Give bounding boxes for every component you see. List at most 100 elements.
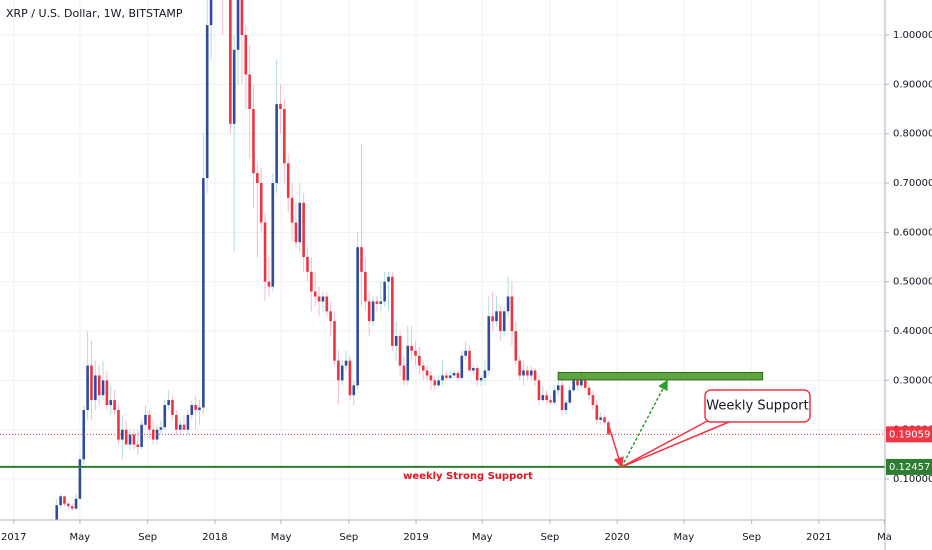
candle-body — [232, 49, 236, 124]
candle-body — [587, 387, 591, 396]
candle-body — [545, 395, 548, 401]
y-tick-label: 0.80000 — [893, 129, 932, 140]
plot-area: weekly Strong Support Weekly Support — [0, 0, 885, 520]
candle-body — [306, 257, 309, 272]
candle-body — [352, 385, 356, 396]
candle-body — [279, 104, 282, 110]
candle-body — [387, 276, 390, 282]
candle-body — [256, 173, 259, 184]
candle-body — [229, 0, 232, 124]
candle-body — [607, 422, 610, 435]
candle-body — [344, 360, 348, 366]
candle-body — [437, 380, 440, 386]
candle-body — [356, 247, 359, 386]
candle-body — [475, 368, 479, 381]
candle-body — [522, 370, 525, 376]
y-tick-label: 0.40000 — [893, 326, 932, 337]
candle-body — [124, 429, 128, 445]
candle-body — [302, 202, 305, 258]
candle-body — [518, 360, 521, 376]
candle-body — [317, 296, 321, 302]
axes: 0.100000.200000.300000.400000.500000.600… — [1, 30, 932, 543]
candle-body — [267, 281, 271, 287]
candle-body — [464, 350, 467, 356]
candle-body — [105, 380, 109, 406]
candle-body — [94, 375, 97, 401]
candle-body — [595, 405, 599, 420]
candle-body — [460, 355, 464, 378]
candle-body — [533, 370, 537, 381]
candle-body — [506, 296, 510, 312]
candle-body — [549, 400, 552, 403]
callout-pointer — [621, 417, 730, 468]
candle-body — [321, 296, 325, 302]
x-tick-label: Sep — [138, 532, 157, 543]
candle-body — [580, 380, 583, 386]
candle-body — [259, 183, 263, 223]
candle-body — [128, 434, 132, 445]
candle-body — [109, 400, 113, 406]
candle-body — [421, 365, 425, 371]
price-label: 0.19059 — [889, 429, 930, 440]
candle-body — [483, 370, 487, 378]
x-tick-label: Sep — [339, 532, 358, 543]
candle-body — [553, 390, 556, 403]
candle-body — [599, 417, 602, 420]
candle-body — [190, 405, 194, 415]
support-label: weekly Strong Support — [403, 471, 533, 482]
candle-body — [402, 365, 406, 381]
candle-body — [333, 321, 336, 361]
candle-body — [171, 400, 174, 415]
candle-body — [310, 271, 313, 292]
candle-body — [572, 380, 575, 391]
y-tick-label: 0.70000 — [893, 178, 932, 189]
candle-body — [117, 409, 120, 440]
x-tick-label: 2018 — [202, 532, 227, 543]
candle-body — [576, 380, 579, 386]
candle-body — [445, 375, 448, 378]
candle-body — [148, 414, 151, 430]
candle-body — [583, 380, 587, 388]
candle-body — [383, 281, 386, 302]
candle-body — [406, 345, 410, 381]
candle-body — [74, 498, 78, 509]
candle-body — [90, 365, 93, 401]
arrow — [607, 424, 624, 468]
candle-body — [491, 316, 494, 322]
y-tick-label: 0.50000 — [893, 277, 932, 288]
grid — [0, 0, 885, 520]
candle-body — [205, 25, 209, 179]
candle-body — [487, 316, 491, 371]
price-label-box — [886, 458, 932, 475]
x-tick-label: May — [70, 532, 91, 543]
candle-body — [178, 424, 182, 430]
candle-body — [59, 496, 62, 506]
x-tick-label: 2017 — [1, 532, 26, 543]
candle-body — [325, 296, 329, 312]
candle-body — [140, 424, 143, 447]
candle-body — [70, 506, 74, 509]
candle-body — [209, 0, 213, 26]
candle-body — [448, 375, 452, 378]
candle-body — [78, 459, 82, 499]
x-tick-label: 2020 — [604, 532, 629, 543]
candle-body — [244, 35, 248, 75]
x-tick-label: 2021 — [806, 532, 831, 543]
candle-body — [286, 163, 290, 198]
candle-body — [499, 311, 502, 332]
y-tick-label: 0.90000 — [893, 79, 932, 90]
candle-body — [472, 368, 475, 371]
candle-body — [433, 380, 437, 386]
candle-body — [391, 276, 394, 346]
candle-body — [468, 350, 471, 371]
candle-body — [198, 407, 201, 410]
x-tick-label: May — [271, 532, 292, 543]
candle-body — [360, 247, 363, 272]
candle-body — [502, 311, 506, 332]
candle-body — [364, 271, 367, 302]
candle-body — [556, 385, 560, 391]
candle-body — [167, 400, 170, 406]
candle-body — [340, 365, 344, 381]
arrow — [620, 379, 668, 468]
